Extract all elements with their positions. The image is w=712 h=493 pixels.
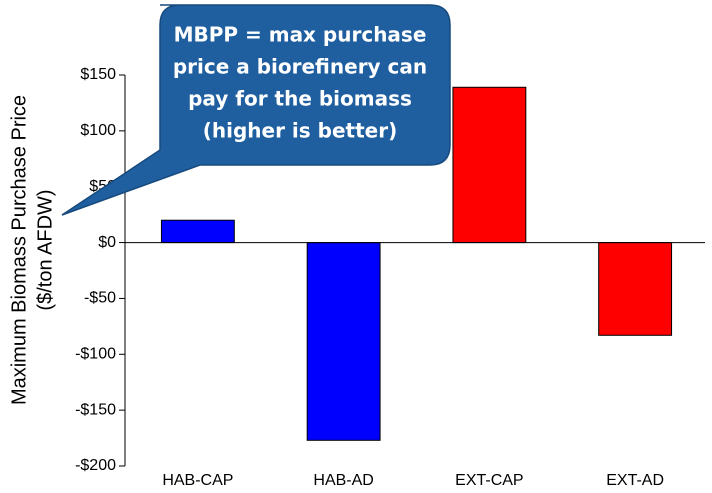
annotation-text: price a biorefinery can — [173, 55, 427, 79]
y-tick-label: $0 — [98, 234, 116, 251]
x-tick-label: HAB-AD — [313, 472, 373, 489]
bar — [160, 219, 235, 244]
y-tick-label: -$50 — [84, 290, 116, 307]
y-tick-label: -$200 — [75, 457, 116, 474]
callout — [61, 4, 451, 216]
bar — [306, 242, 381, 441]
y-axis-label: Maximum Biomass Purchase Price — [8, 95, 30, 405]
x-tick-label: HAB-CAP — [162, 472, 233, 489]
x-tick-label: EXT-AD — [606, 472, 664, 489]
annotation-text: pay for the biomass — [188, 87, 412, 111]
annotation-text: (higher is better) — [203, 119, 397, 143]
annotation-text: MBPP = max purchase — [174, 23, 427, 47]
bar — [452, 86, 527, 244]
y-tick-label: $100 — [80, 122, 116, 139]
y-tick-label: $150 — [80, 66, 116, 83]
bar — [598, 242, 673, 336]
y-tick-label: -$150 — [75, 401, 116, 418]
y-tick-label: -$100 — [75, 346, 116, 363]
x-tick-label: EXT-CAP — [455, 472, 523, 489]
y-axis-label: ($/ton AFDW) — [34, 189, 56, 310]
